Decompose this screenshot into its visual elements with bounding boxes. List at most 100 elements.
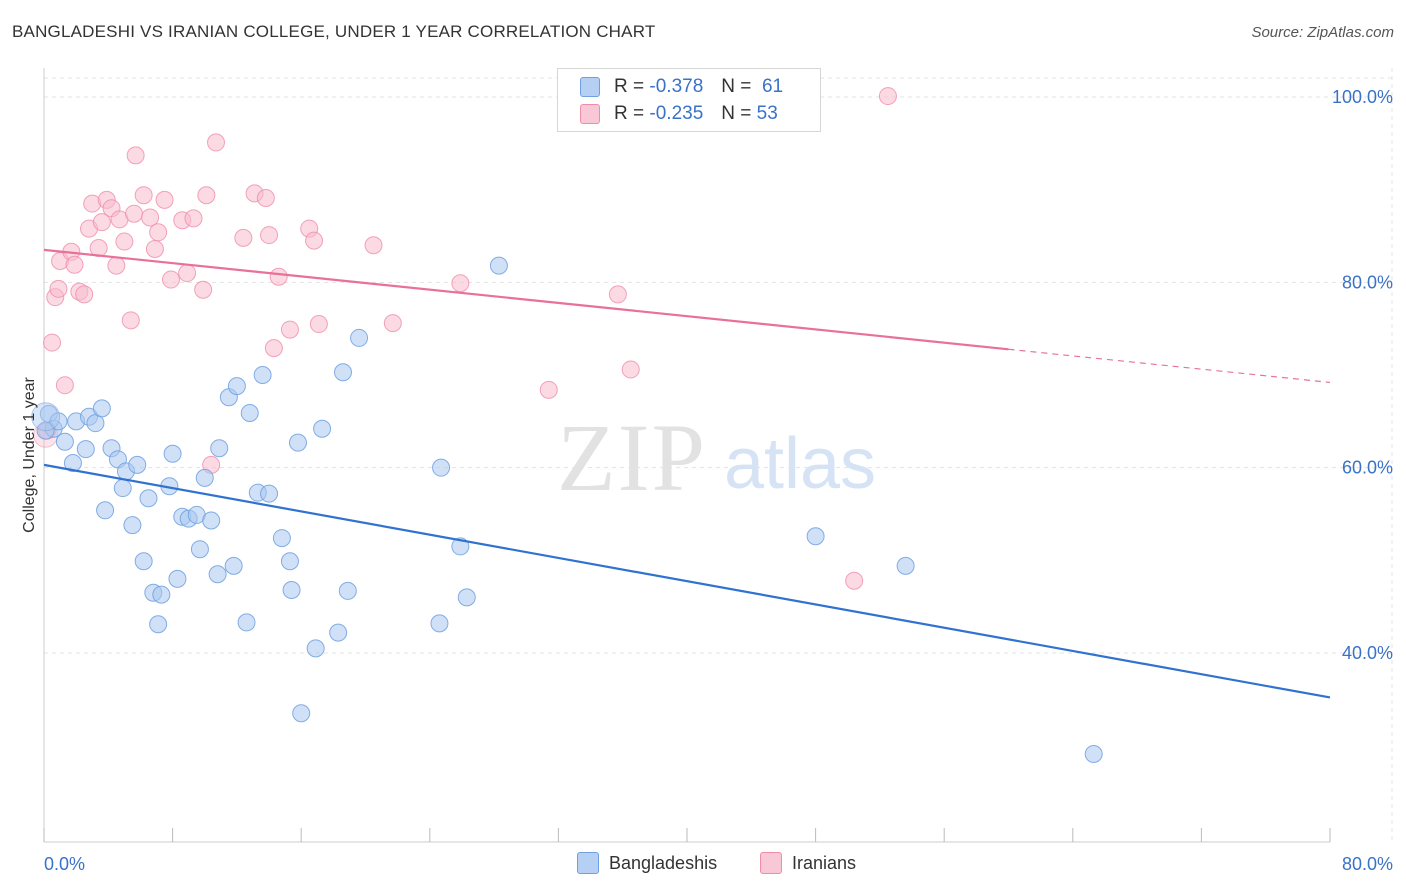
legend-swatch-blue <box>580 77 600 97</box>
iranians-point <box>451 274 470 293</box>
iranians-points <box>33 87 897 590</box>
x-tick-label: 0.0% <box>44 854 85 874</box>
bangladeshis-point <box>163 444 182 463</box>
iranians-point <box>608 285 627 304</box>
iranians-point <box>621 360 640 379</box>
iranians-point <box>234 228 253 247</box>
y-tick-label: 40.0% <box>1342 643 1393 663</box>
iranians-point <box>75 285 94 304</box>
iranians-point <box>207 133 226 152</box>
bangladeshis-point <box>63 454 82 473</box>
iranians-point <box>256 189 275 208</box>
bangladeshis-point <box>1084 745 1103 764</box>
iranians-point <box>878 87 897 106</box>
bangladeshis-point <box>896 556 915 575</box>
bangladeshis-point-large <box>31 402 61 432</box>
gridlines <box>44 68 1393 842</box>
iranians-point <box>383 314 402 333</box>
iranians-point <box>194 280 213 299</box>
bangladeshis-point <box>288 433 307 452</box>
iranians-point <box>260 226 279 245</box>
iranians-point <box>178 264 197 283</box>
iranians-point <box>43 333 62 352</box>
bangladeshis-point <box>113 479 132 498</box>
bangladeshis-point <box>123 516 142 535</box>
bangladeshis-point <box>457 588 476 607</box>
legend-r-label: R = <box>614 103 645 124</box>
bangladeshis-point <box>134 552 153 571</box>
bangladeshis-trend-line <box>43 463 1331 699</box>
bottom-legend-label: Bangladeshis <box>609 852 718 873</box>
bangladeshis-point <box>128 455 147 474</box>
watermark: ZIP atlas <box>557 404 876 511</box>
legend-r-value: -0.378 <box>649 76 704 97</box>
iranians-point <box>126 146 145 165</box>
bangladeshis-point <box>227 377 246 396</box>
iranians-point <box>539 380 558 399</box>
iranians-point <box>125 204 144 223</box>
legend-n-value: 61 <box>761 76 784 97</box>
bangladeshis-points <box>31 256 1103 764</box>
x-tick-labels: 0.0% 80.0% <box>44 854 1393 874</box>
bottom-legend-swatch-blue <box>577 852 599 874</box>
iranians-point <box>141 208 160 227</box>
iranians-point <box>269 267 288 286</box>
iranians-point <box>134 186 153 205</box>
iranians-point <box>264 339 283 358</box>
iranians-trend-line <box>43 248 1009 351</box>
bottom-legend-label: Iranians <box>792 852 857 873</box>
bangladeshis-point <box>489 256 508 275</box>
bangladeshis-point <box>272 529 291 548</box>
y-axis-label: College, Under 1 year <box>21 377 38 533</box>
iranians-point <box>107 256 126 275</box>
y-tick-labels: 100.0% 80.0% 60.0% 40.0% <box>1332 87 1393 663</box>
iranians-point <box>121 311 140 330</box>
iranians-point <box>55 376 74 395</box>
iranians-point <box>65 255 84 274</box>
iranians-point <box>92 213 111 232</box>
bangladeshis-point <box>55 432 74 451</box>
bangladeshis-point <box>208 565 227 584</box>
bangladeshis-point <box>224 556 243 575</box>
bangladeshis-point <box>306 639 325 658</box>
bangladeshis-point <box>152 585 171 604</box>
iranians-point <box>149 223 168 242</box>
x-tick-label: 80.0% <box>1342 854 1393 874</box>
bottom-legend-iranians: Iranians <box>760 852 856 874</box>
iranians-point <box>184 209 203 228</box>
legend-n-label: N = <box>721 103 752 124</box>
bangladeshis-point <box>240 403 259 422</box>
iranians-point <box>364 236 383 255</box>
watermark-atlas: atlas <box>724 424 876 504</box>
bangladeshis-point <box>451 537 470 556</box>
legend-row-iranians: R = -0.235 N = 53 <box>580 102 778 126</box>
y-tick-label: 80.0% <box>1342 272 1393 292</box>
iranians-point <box>845 571 864 590</box>
legend-row-bangladeshis: R = -0.378 N = 61 <box>580 75 783 99</box>
bangladeshis-point <box>350 328 369 347</box>
bangladeshis-point <box>149 615 168 634</box>
bangladeshis-point <box>338 581 357 600</box>
iranians-point <box>305 231 324 250</box>
bangladeshis-point <box>432 458 451 477</box>
iranians-point <box>309 315 328 334</box>
bangladeshis-point <box>282 580 301 599</box>
bangladeshis-point <box>96 501 115 520</box>
bangladeshis-point <box>202 511 221 530</box>
iranians-point <box>197 186 216 205</box>
bangladeshis-point <box>806 527 825 546</box>
iranians-point <box>155 190 174 209</box>
bangladeshis-point <box>280 552 299 571</box>
bottom-legend-swatch-pink <box>760 852 782 874</box>
legend-r-label: R = <box>614 76 645 97</box>
correlation-legend: R = -0.378 N = 61 R = -0.235 N = 53 <box>557 68 821 132</box>
iranians-point <box>145 239 164 258</box>
bangladeshis-point <box>260 484 279 503</box>
bangladeshis-point <box>430 614 449 633</box>
bangladeshis-point <box>76 440 95 459</box>
bangladeshis-point <box>139 489 158 508</box>
bangladeshis-point <box>92 399 111 418</box>
iranians-trend-line-dashed <box>1008 348 1331 384</box>
trend-lines <box>43 248 1331 699</box>
